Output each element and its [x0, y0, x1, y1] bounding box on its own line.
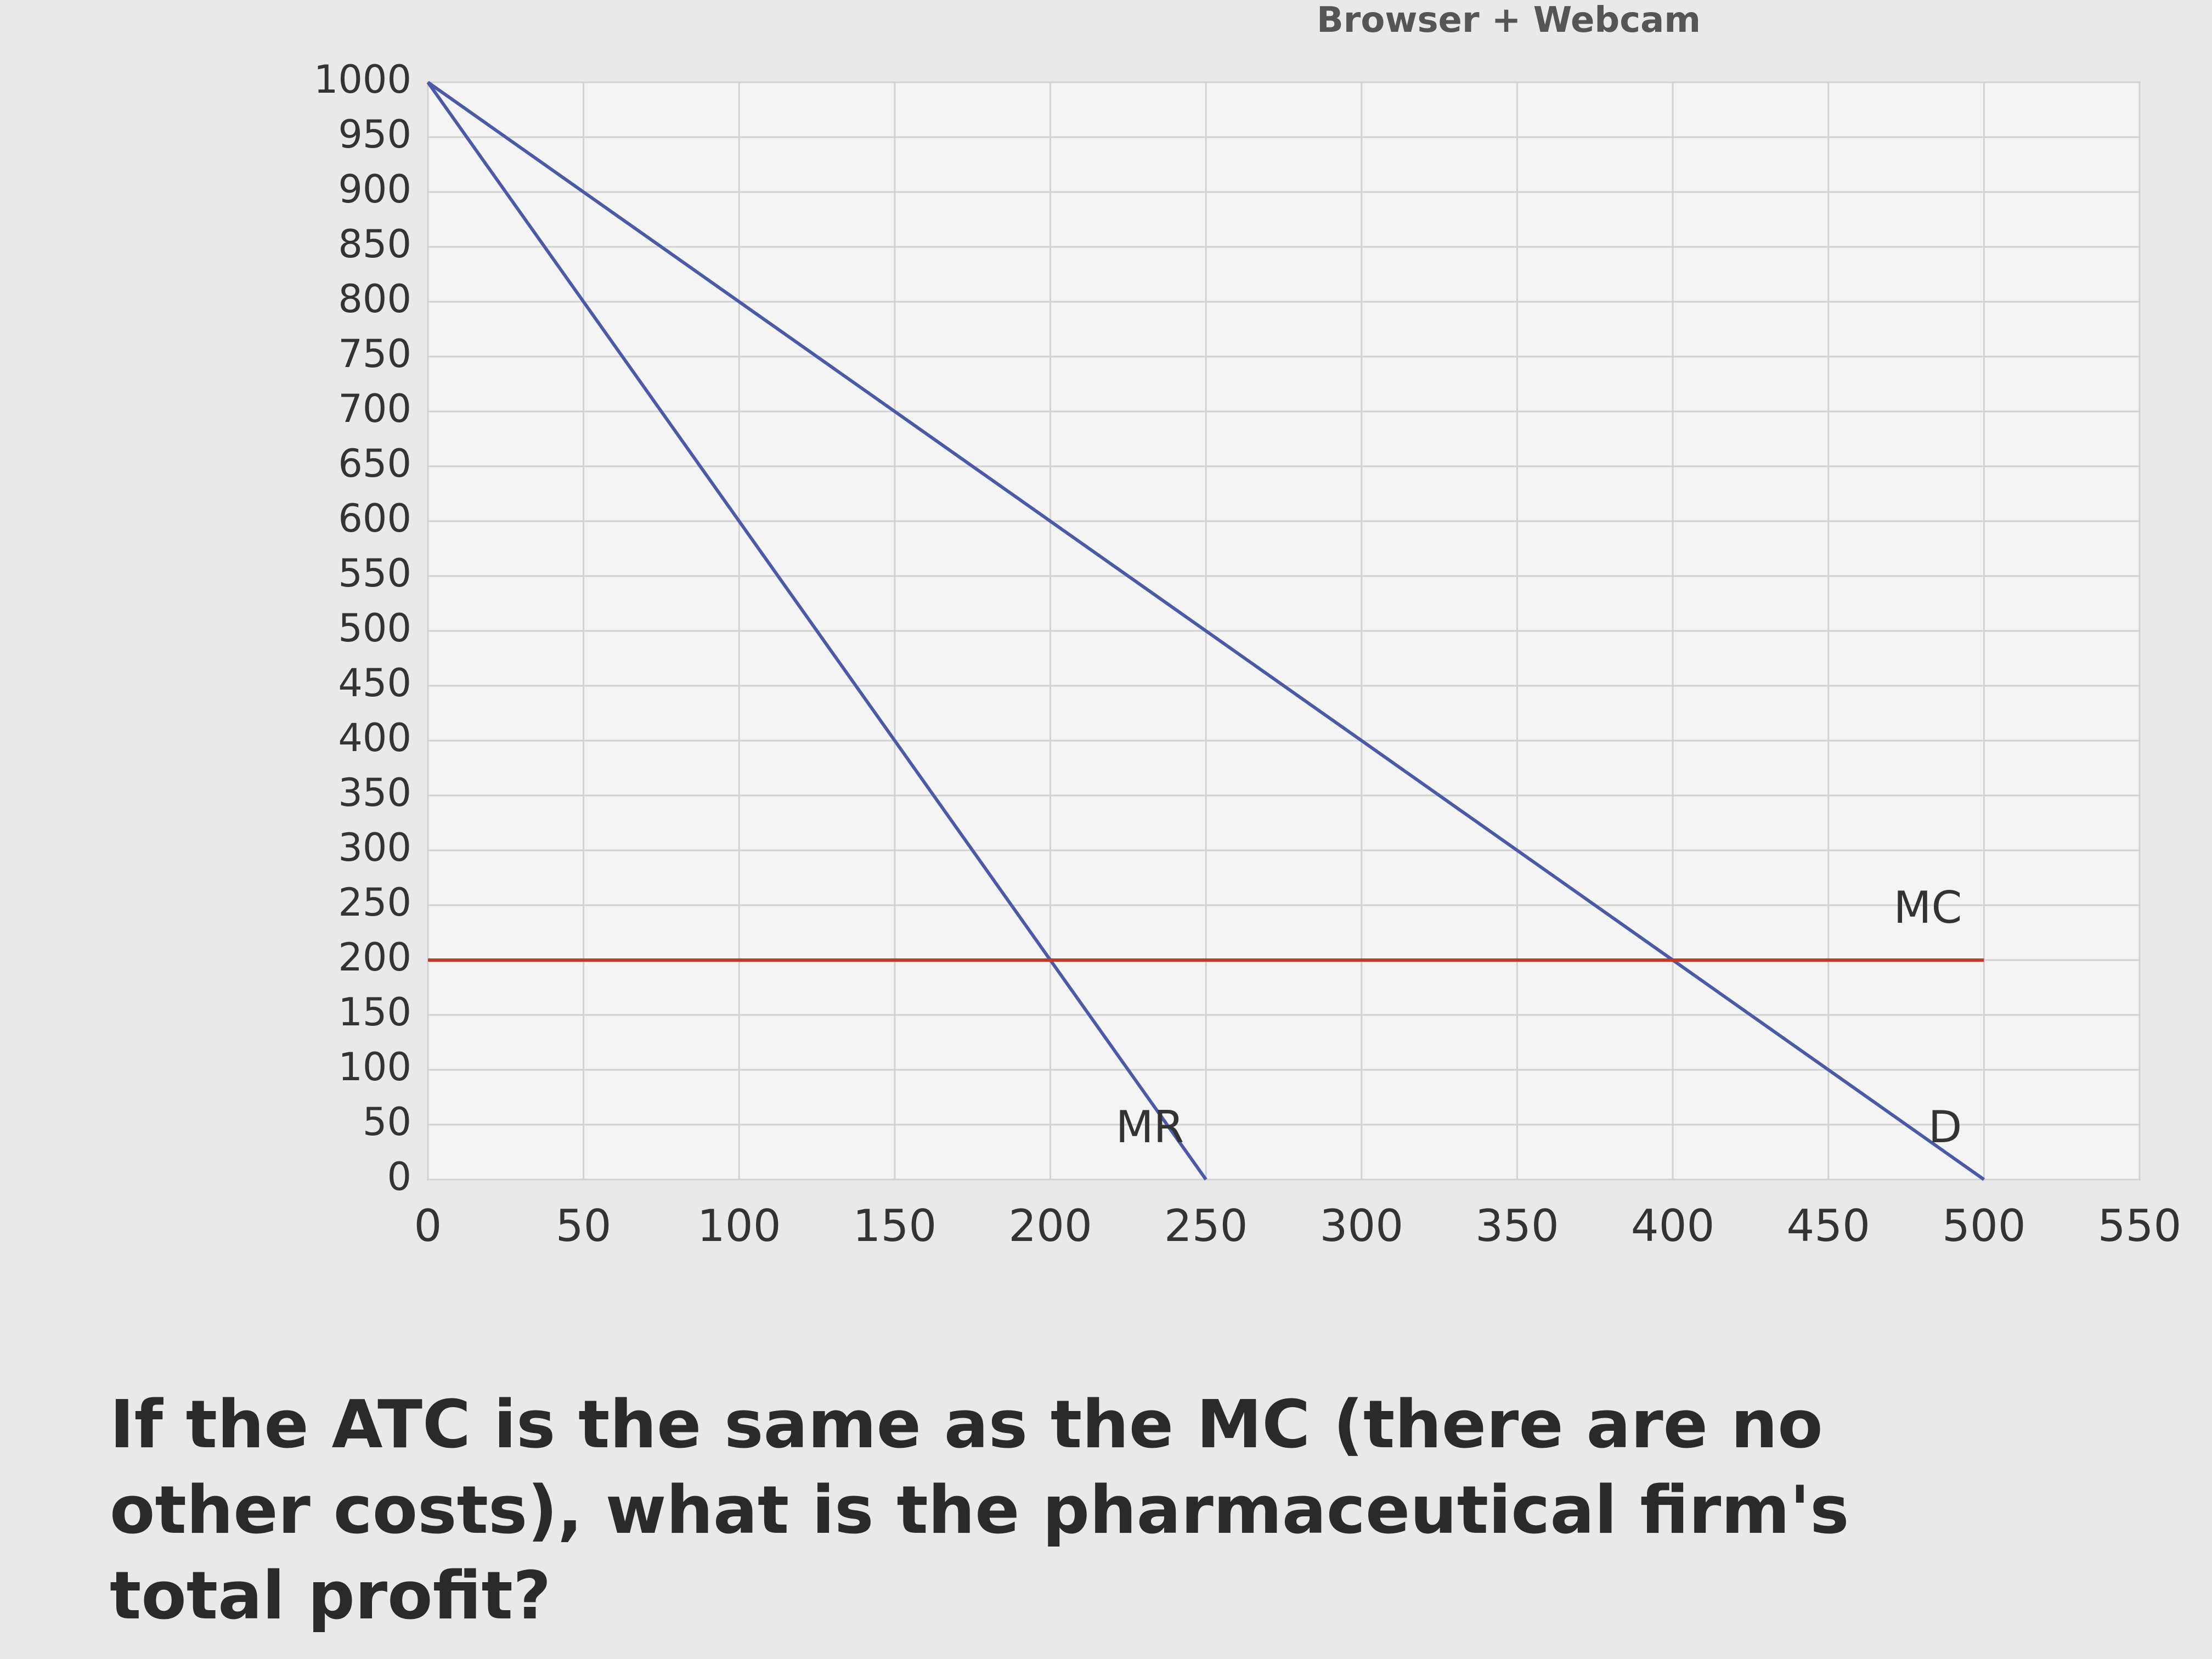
- y-tick-label: 700: [338, 386, 411, 431]
- x-tick-label: 50: [556, 1200, 612, 1251]
- y-tick-label: 900: [338, 167, 411, 212]
- y-tick-label: 650: [338, 441, 411, 486]
- y-tick-label: 750: [338, 331, 411, 376]
- y-tick-label: 50: [363, 1099, 411, 1144]
- y-tick-label: 350: [338, 770, 411, 815]
- x-tick-label: 100: [697, 1200, 781, 1251]
- y-tick-label: 850: [338, 222, 411, 267]
- y-tick-label: 500: [338, 606, 411, 651]
- y-tick-label: 400: [338, 715, 411, 760]
- x-tick-label: 200: [1008, 1200, 1092, 1251]
- y-tick-label: 250: [338, 880, 411, 925]
- y-tick-label: 100: [338, 1045, 411, 1090]
- x-tick-label: 300: [1319, 1200, 1403, 1251]
- x-tick-label: 400: [1631, 1200, 1715, 1251]
- y-tick-label: 550: [338, 551, 411, 596]
- window-title: Browser + Webcam: [1317, 0, 1701, 41]
- series-line: [427, 81, 1985, 1181]
- x-tick-label: 450: [1786, 1200, 1870, 1251]
- x-tick-label: 550: [2098, 1200, 2182, 1251]
- x-tick-label: 150: [853, 1200, 937, 1251]
- y-tick-label: 450: [338, 661, 411, 706]
- y-tick-label: 800: [338, 276, 411, 321]
- series-label: D: [1928, 1102, 1962, 1153]
- y-tick-label: 1000: [314, 57, 411, 102]
- x-tick-label: 0: [414, 1200, 442, 1251]
- chart: 0501001502002503003504004505005506006507…: [314, 57, 2182, 1251]
- series-label: MC: [1893, 882, 1962, 933]
- y-tick-label: 950: [338, 112, 411, 157]
- y-tick-label: 0: [387, 1154, 411, 1199]
- series-label: MR: [1116, 1102, 1184, 1153]
- y-tick-label: 150: [338, 990, 411, 1035]
- x-tick-label: 500: [1942, 1200, 2026, 1251]
- y-tick-label: 600: [338, 496, 411, 541]
- question-text: If the ATC is the same as the MC (there …: [110, 1387, 1849, 1634]
- x-tick-label: 350: [1475, 1200, 1559, 1251]
- y-tick-label: 300: [338, 825, 411, 870]
- series-line: [426, 81, 1207, 1181]
- y-tick-label: 200: [338, 935, 411, 980]
- x-tick-label: 250: [1164, 1200, 1248, 1251]
